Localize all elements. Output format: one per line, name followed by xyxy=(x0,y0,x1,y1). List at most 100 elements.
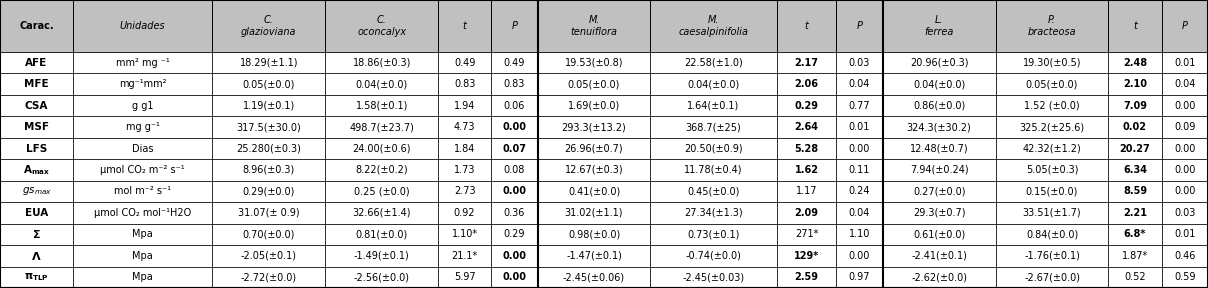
Bar xyxy=(72,224,213,245)
Bar xyxy=(72,202,213,224)
Bar xyxy=(492,202,538,224)
Text: t: t xyxy=(463,21,466,31)
Bar xyxy=(213,202,325,224)
Bar xyxy=(777,267,836,288)
Bar xyxy=(883,73,995,95)
Bar xyxy=(538,138,650,159)
Text: 0.00: 0.00 xyxy=(849,143,870,154)
Bar xyxy=(72,0,213,52)
Bar xyxy=(0,159,72,181)
Bar xyxy=(777,202,836,224)
Text: 5.05(±0.3): 5.05(±0.3) xyxy=(1026,165,1079,175)
Text: Dias: Dias xyxy=(132,143,153,154)
Bar xyxy=(836,159,883,181)
Bar xyxy=(1162,116,1208,138)
Text: 0.29(±0.0): 0.29(±0.0) xyxy=(243,186,295,196)
Text: 20.50(±0.9): 20.50(±0.9) xyxy=(684,143,743,154)
Bar xyxy=(650,224,777,245)
Bar xyxy=(836,224,883,245)
Bar xyxy=(883,267,995,288)
Bar xyxy=(439,73,492,95)
Text: 42.32(±1.2): 42.32(±1.2) xyxy=(1023,143,1081,154)
Bar xyxy=(883,202,995,224)
Bar xyxy=(72,245,213,267)
Text: 8.59: 8.59 xyxy=(1123,186,1148,196)
Bar xyxy=(650,116,777,138)
Text: 0.77: 0.77 xyxy=(849,101,870,111)
Text: P: P xyxy=(511,21,517,31)
Bar xyxy=(836,202,883,224)
Text: 325.2(±25.6): 325.2(±25.6) xyxy=(1020,122,1085,132)
Bar xyxy=(1109,267,1162,288)
Bar xyxy=(995,116,1109,138)
Text: 0.49: 0.49 xyxy=(504,58,525,68)
Text: 7.94(±0.24): 7.94(±0.24) xyxy=(910,165,969,175)
Bar xyxy=(650,267,777,288)
Bar xyxy=(492,116,538,138)
Text: 324.3(±30.2): 324.3(±30.2) xyxy=(907,122,971,132)
Bar xyxy=(883,116,995,138)
Bar xyxy=(439,52,492,73)
Text: 6.8*: 6.8* xyxy=(1123,229,1146,239)
Text: P: P xyxy=(1181,21,1187,31)
Text: 1.58(±0.1): 1.58(±0.1) xyxy=(355,101,408,111)
Bar xyxy=(0,52,72,73)
Text: $\mathbf{A}_{\mathbf{max}}$: $\mathbf{A}_{\mathbf{max}}$ xyxy=(23,163,50,177)
Bar xyxy=(439,181,492,202)
Bar xyxy=(650,245,777,267)
Bar xyxy=(1109,116,1162,138)
Bar xyxy=(995,138,1109,159)
Bar xyxy=(213,267,325,288)
Text: 0.07: 0.07 xyxy=(503,143,527,154)
Text: 0.05(±0.0): 0.05(±0.0) xyxy=(1026,79,1079,89)
Bar xyxy=(213,73,325,95)
Bar xyxy=(72,116,213,138)
Text: Mpa: Mpa xyxy=(133,272,153,282)
Text: 0.92: 0.92 xyxy=(454,208,476,218)
Text: 0.04: 0.04 xyxy=(849,79,870,89)
Text: $\mathbf{\Sigma}$: $\mathbf{\Sigma}$ xyxy=(33,228,41,240)
Text: 2.10: 2.10 xyxy=(1123,79,1146,89)
Text: 0.00: 0.00 xyxy=(1174,186,1196,196)
Text: 0.00: 0.00 xyxy=(503,122,527,132)
Text: 0.04(±0.0): 0.04(±0.0) xyxy=(913,79,965,89)
Bar xyxy=(1109,181,1162,202)
Bar xyxy=(538,245,650,267)
Bar xyxy=(325,116,439,138)
Bar xyxy=(995,159,1109,181)
Text: 0.25 (±0.0): 0.25 (±0.0) xyxy=(354,186,410,196)
Text: t: t xyxy=(1133,21,1137,31)
Text: 368.7(±25): 368.7(±25) xyxy=(686,122,742,132)
Bar xyxy=(777,224,836,245)
Text: M.
tenuiflora: M. tenuiflora xyxy=(570,15,617,37)
Text: 0.86(±0.0): 0.86(±0.0) xyxy=(913,101,965,111)
Text: Mpa: Mpa xyxy=(133,251,153,261)
Text: mg g⁻¹: mg g⁻¹ xyxy=(126,122,159,132)
Bar xyxy=(650,52,777,73)
Bar xyxy=(492,95,538,116)
Text: 0.00: 0.00 xyxy=(1174,165,1196,175)
Bar xyxy=(439,95,492,116)
Text: $\mathbf{\Lambda}$: $\mathbf{\Lambda}$ xyxy=(31,250,42,262)
Bar xyxy=(213,159,325,181)
Text: 0.03: 0.03 xyxy=(1174,208,1196,218)
Text: AFE: AFE xyxy=(25,58,47,68)
Text: 5.97: 5.97 xyxy=(454,272,476,282)
Bar xyxy=(439,202,492,224)
Bar xyxy=(492,224,538,245)
Text: -1.47(±0.1): -1.47(±0.1) xyxy=(567,251,622,261)
Text: 0.36: 0.36 xyxy=(504,208,525,218)
Bar xyxy=(777,245,836,267)
Bar xyxy=(439,159,492,181)
Text: 0.15(±0.0): 0.15(±0.0) xyxy=(1026,186,1079,196)
Bar xyxy=(213,138,325,159)
Bar xyxy=(650,73,777,95)
Text: 0.00: 0.00 xyxy=(503,186,527,196)
Text: MFE: MFE xyxy=(24,79,48,89)
Text: 18.86(±0.3): 18.86(±0.3) xyxy=(353,58,411,68)
Bar xyxy=(1109,0,1162,52)
Text: 0.01: 0.01 xyxy=(1174,229,1196,239)
Text: -2.62(±0.0): -2.62(±0.0) xyxy=(911,272,968,282)
Text: 0.29: 0.29 xyxy=(795,101,819,111)
Text: Unidades: Unidades xyxy=(120,21,165,31)
